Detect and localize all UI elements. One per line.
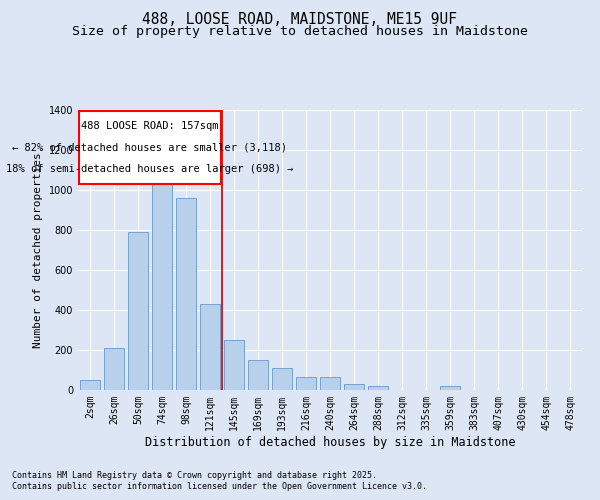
Text: 18% of semi-detached houses are larger (698) →: 18% of semi-detached houses are larger (… [6, 164, 294, 174]
Bar [80, 380, 100, 390]
Bar [344, 384, 364, 390]
X-axis label: Distribution of detached houses by size in Maidstone: Distribution of detached houses by size … [145, 436, 515, 448]
Bar [440, 386, 460, 390]
Bar [368, 386, 388, 390]
Y-axis label: Number of detached properties: Number of detached properties [33, 152, 43, 348]
Text: Contains public sector information licensed under the Open Government Licence v3: Contains public sector information licen… [12, 482, 427, 491]
Bar [152, 184, 172, 390]
Bar [248, 360, 268, 390]
Bar [320, 377, 340, 390]
Bar [224, 340, 244, 390]
Text: 488, LOOSE ROAD, MAIDSTONE, ME15 9UF: 488, LOOSE ROAD, MAIDSTONE, ME15 9UF [143, 12, 458, 28]
Bar [128, 232, 148, 390]
Text: ← 82% of detached houses are smaller (3,118): ← 82% of detached houses are smaller (3,… [13, 142, 287, 152]
FancyBboxPatch shape [79, 111, 221, 184]
Bar [104, 348, 124, 390]
Text: Contains HM Land Registry data © Crown copyright and database right 2025.: Contains HM Land Registry data © Crown c… [12, 471, 377, 480]
Text: Size of property relative to detached houses in Maidstone: Size of property relative to detached ho… [72, 25, 528, 38]
Text: 488 LOOSE ROAD: 157sqm: 488 LOOSE ROAD: 157sqm [81, 120, 219, 130]
Bar [272, 368, 292, 390]
Bar [296, 377, 316, 390]
Bar [200, 304, 220, 390]
Bar [176, 198, 196, 390]
